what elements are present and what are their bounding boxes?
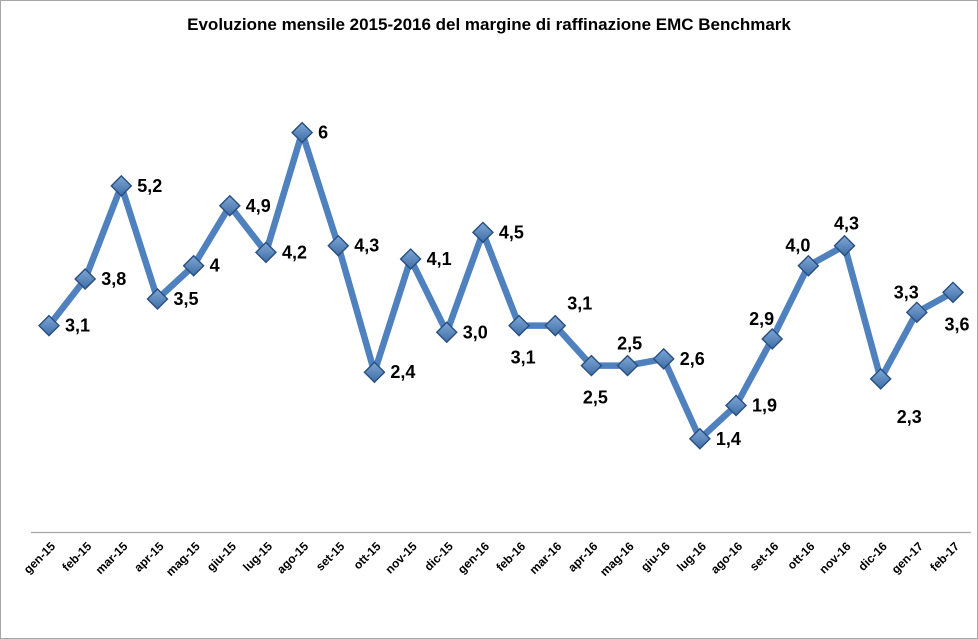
data-point-marker [74, 268, 97, 291]
data-point-label: 3,0 [463, 322, 488, 342]
data-point-label: 2,4 [390, 362, 415, 382]
x-tick-label: dic-15 [421, 539, 456, 574]
x-tick-label: apr-16 [565, 539, 601, 575]
data-point-marker [363, 361, 386, 384]
data-point-marker [942, 281, 964, 304]
data-point-marker [797, 254, 820, 277]
data-point-label: 3,5 [174, 289, 199, 309]
data-point-label: 2,9 [749, 309, 774, 329]
x-tick-label: feb-17 [927, 539, 962, 574]
data-point-label: 2,5 [583, 388, 608, 408]
x-tick-label: feb-15 [59, 539, 94, 574]
data-point-marker [508, 314, 531, 337]
data-point-label: 3,6 [944, 314, 969, 334]
data-point-label: 4,2 [282, 242, 307, 262]
x-tick-label: ott-15 [351, 539, 384, 572]
data-point-marker [580, 354, 603, 377]
data-point-marker [761, 327, 784, 350]
data-point-marker [254, 241, 277, 264]
x-tick-label: ott-16 [784, 539, 817, 572]
x-tick-label: gen-16 [455, 539, 492, 576]
data-point-marker [616, 354, 639, 377]
data-point-label: 4,5 [499, 222, 524, 242]
data-point-label: 2,5 [617, 334, 642, 354]
x-tick-label: set-16 [747, 539, 782, 574]
data-point-marker [327, 234, 350, 257]
data-point-marker [833, 234, 856, 257]
data-point-label: 4 [210, 256, 220, 276]
x-tick-label: mar-16 [527, 539, 565, 577]
x-tick-label: giu-16 [638, 539, 673, 574]
data-point-label: 1,9 [752, 396, 777, 416]
x-tick-label: nov-15 [382, 539, 419, 576]
data-point-label: 2,3 [897, 407, 922, 427]
data-point-label: 4,9 [246, 196, 271, 216]
data-point-label: 3,1 [511, 348, 536, 368]
data-point-marker [38, 314, 60, 337]
x-tick-label: apr-15 [131, 539, 167, 575]
data-point-label: 3,1 [567, 294, 592, 314]
data-point-marker [725, 394, 748, 417]
x-tick-label: dic-16 [855, 539, 890, 574]
data-point-marker [218, 194, 241, 217]
data-point-label: 4,3 [354, 236, 379, 256]
data-point-marker [652, 347, 675, 370]
data-line [45, 129, 957, 443]
x-tick-label: set-15 [313, 539, 348, 574]
x-tick-label: mar-15 [93, 539, 131, 577]
data-point-label: 4,3 [834, 214, 859, 234]
x-tick-label: lug-16 [674, 539, 709, 574]
data-point-marker [905, 301, 928, 324]
data-point-marker [544, 314, 567, 337]
data-point-label: 3,3 [894, 282, 919, 302]
x-tick-label: feb-16 [493, 539, 528, 574]
data-point-label: 3,8 [101, 269, 126, 289]
x-tick-label: giu-15 [204, 539, 239, 574]
data-point-label: 4,0 [785, 236, 810, 256]
data-point-marker [435, 321, 458, 344]
data-point-label: 5,2 [137, 176, 162, 196]
chart-title: Evoluzione mensile 2015-2016 del margine… [187, 15, 791, 34]
data-point-marker [182, 254, 205, 277]
data-point-label: 6 [318, 123, 328, 143]
data-point-marker [869, 367, 892, 390]
x-tick-label: gen-15 [21, 539, 58, 576]
x-tick-label: lug-15 [240, 539, 275, 574]
data-point-marker [146, 288, 169, 310]
data-point-label: 2,6 [680, 349, 705, 369]
data-point-marker [688, 427, 711, 450]
x-tick-label: mag-15 [163, 539, 203, 579]
x-tick-label: mag-16 [597, 539, 637, 579]
x-tick-label: gen-17 [889, 539, 926, 576]
x-tick-label: ago-15 [274, 539, 311, 576]
data-point-marker [471, 221, 494, 244]
data-point-label: 1,4 [716, 429, 741, 449]
data-point-marker [291, 121, 314, 144]
data-point-marker [110, 174, 133, 197]
x-tick-label: nov-16 [816, 539, 853, 576]
data-point-marker [399, 248, 422, 271]
x-tick-label: ago-16 [708, 539, 745, 576]
data-point-label: 4,1 [427, 249, 452, 269]
data-point-label: 3,1 [65, 316, 90, 336]
